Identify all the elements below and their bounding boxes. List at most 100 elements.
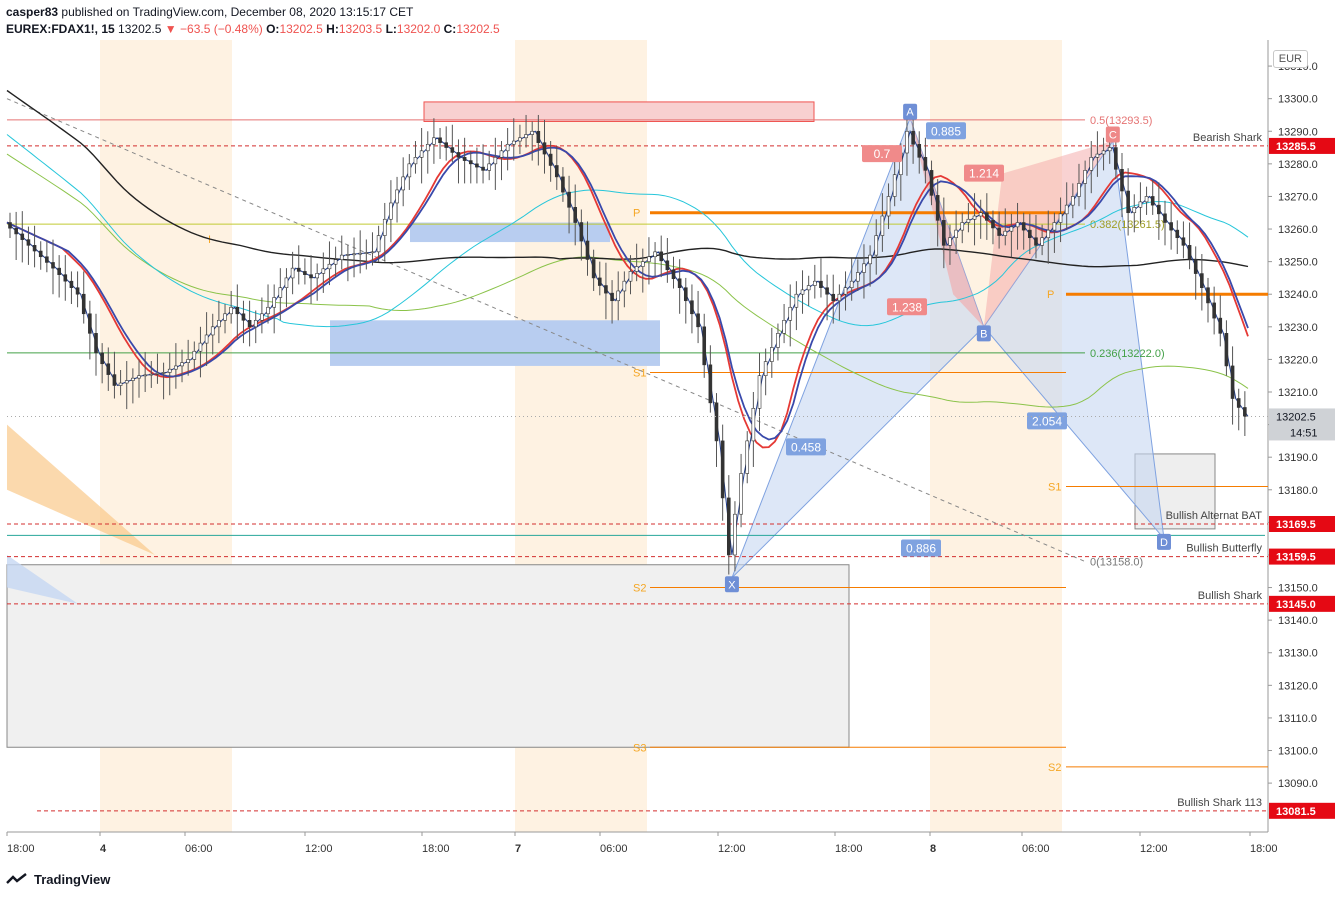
candle-body bbox=[1071, 196, 1075, 206]
price-tag: 13159.5 bbox=[1276, 552, 1316, 564]
candle-body bbox=[892, 174, 897, 197]
candle-body bbox=[1015, 222, 1020, 228]
candle-body bbox=[935, 195, 940, 221]
candle-body bbox=[364, 252, 369, 254]
current-price-tag-bg bbox=[1269, 408, 1335, 441]
ratio-badge-label: 0.885 bbox=[931, 124, 961, 138]
candle-body bbox=[511, 140, 516, 145]
y-tick-label: 13100.0 bbox=[1278, 746, 1318, 758]
candle-body bbox=[69, 280, 74, 289]
candle-body bbox=[1230, 365, 1235, 399]
current-price-tag: 13202.5 bbox=[1276, 411, 1316, 423]
candle-body bbox=[75, 287, 80, 295]
candle-body bbox=[186, 359, 190, 363]
candle-body bbox=[929, 170, 934, 196]
high-value: 13203.5 bbox=[338, 22, 383, 36]
candle-body bbox=[155, 372, 160, 375]
x-tick-label: 06:00 bbox=[1022, 843, 1050, 855]
candle-body bbox=[856, 272, 860, 282]
brand-label: TradingView bbox=[34, 872, 111, 887]
ratio-badge-label: 0.886 bbox=[906, 541, 936, 555]
currency-button[interactable]: EUR bbox=[1272, 50, 1308, 68]
y-tick-label: 13250.0 bbox=[1278, 257, 1318, 269]
candle-body bbox=[1236, 398, 1241, 408]
supply-zone bbox=[423, 101, 815, 122]
candle-body bbox=[161, 372, 166, 374]
candle-body bbox=[260, 313, 264, 321]
candle-body bbox=[253, 319, 258, 328]
y-tick-label: 13240.0 bbox=[1278, 289, 1318, 301]
candle-body bbox=[1157, 204, 1161, 215]
candle-body bbox=[493, 157, 498, 165]
y-tick-label: 13140.0 bbox=[1278, 615, 1318, 627]
candle-body bbox=[1052, 222, 1057, 231]
pattern-point-bg bbox=[724, 576, 739, 593]
price-tag: 13285.5 bbox=[1276, 141, 1316, 153]
low-value: 13202.0 bbox=[396, 22, 441, 36]
ratio-badge: 0.7 bbox=[862, 145, 902, 163]
candle-body bbox=[567, 191, 571, 208]
x-tick-label: 18:00 bbox=[7, 843, 35, 855]
candle-body bbox=[726, 497, 731, 556]
pattern-point-B: B bbox=[976, 325, 991, 342]
candle-body bbox=[776, 333, 780, 348]
low-label: L: bbox=[385, 22, 397, 36]
level-label: Bullish Shark 113 bbox=[1177, 797, 1262, 809]
candle-body bbox=[524, 134, 528, 139]
candle-body bbox=[303, 271, 307, 275]
price-tag-bg bbox=[1269, 595, 1335, 612]
pattern-point-label: C bbox=[1109, 130, 1117, 142]
candle-body bbox=[942, 220, 946, 246]
ratio-badge: 1.238 bbox=[887, 298, 927, 316]
candle-body bbox=[32, 245, 37, 252]
x-tick-label: 7 bbox=[515, 843, 521, 855]
candle-body bbox=[358, 252, 362, 255]
candle-body bbox=[88, 313, 92, 334]
price-tag-bg bbox=[1269, 516, 1335, 532]
candle-body bbox=[505, 143, 510, 152]
y-tick-label: 13120.0 bbox=[1278, 680, 1318, 692]
candle-body bbox=[413, 157, 418, 165]
fib-label: 0.236(13222.0) bbox=[1090, 348, 1165, 360]
candle-body bbox=[346, 254, 350, 256]
candle-body bbox=[1058, 213, 1063, 223]
candle-body bbox=[972, 215, 977, 220]
y-tick-label: 13150.0 bbox=[1278, 583, 1318, 595]
demand-zone bbox=[330, 320, 660, 366]
author-name[interactable]: casper83 bbox=[6, 5, 59, 19]
candle-body bbox=[247, 319, 252, 328]
candle-body bbox=[579, 222, 584, 242]
candle-body bbox=[530, 130, 535, 135]
candle-body bbox=[739, 473, 743, 515]
candle-body bbox=[640, 261, 645, 267]
x-tick-label: 4 bbox=[100, 843, 107, 855]
ratio-badge: 1.214 bbox=[964, 164, 1004, 182]
fib-label: 0(13158.0) bbox=[1090, 556, 1143, 568]
price-tag-bg bbox=[1269, 548, 1335, 565]
y-tick-label: 13280.0 bbox=[1278, 159, 1318, 171]
y-tick-label: 13290.0 bbox=[1278, 126, 1318, 138]
symbol-label[interactable]: EUREX:FDAX1!, 15 bbox=[6, 22, 115, 36]
pivot-label: S2 bbox=[633, 583, 646, 595]
candle-body bbox=[800, 289, 805, 295]
footer-brand[interactable]: TradingView bbox=[6, 872, 110, 887]
published-text: published on TradingView.com, December 0… bbox=[61, 5, 414, 19]
candle-body bbox=[1224, 333, 1229, 367]
candle-body bbox=[462, 157, 467, 161]
candle-body bbox=[401, 176, 405, 191]
candle-body bbox=[683, 287, 688, 302]
candle-body bbox=[1101, 150, 1106, 155]
candle-body bbox=[1040, 237, 1044, 246]
pattern-zone-box bbox=[6, 564, 850, 748]
fib-label: 0.382(13261.5) bbox=[1090, 219, 1165, 231]
candle-body bbox=[604, 285, 608, 294]
candle-body bbox=[905, 130, 909, 154]
candle-body bbox=[1132, 207, 1137, 214]
candle-body bbox=[923, 157, 928, 171]
candle-body bbox=[241, 313, 246, 321]
y-tick-label: 13110.0 bbox=[1278, 713, 1317, 725]
candle-body bbox=[1218, 317, 1223, 334]
tradingview-logo-icon bbox=[6, 872, 27, 884]
candle-body bbox=[309, 274, 313, 279]
